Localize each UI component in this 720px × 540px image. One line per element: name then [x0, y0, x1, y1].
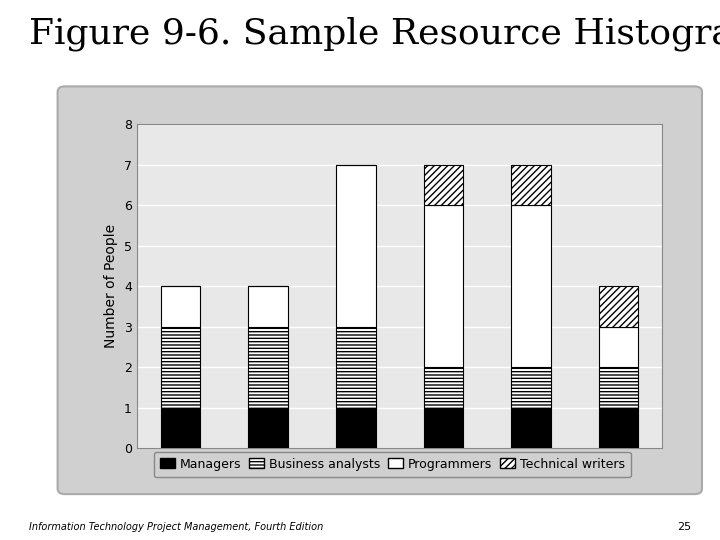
Text: Figure 9-6. Sample Resource Histogram: Figure 9-6. Sample Resource Histogram — [29, 16, 720, 51]
Text: Information Technology Project Management, Fourth Edition: Information Technology Project Managemen… — [29, 522, 323, 532]
Text: 25: 25 — [677, 522, 691, 532]
Bar — [599, 286, 639, 327]
Bar — [511, 367, 551, 408]
Bar — [423, 408, 463, 448]
Bar — [248, 327, 288, 408]
Bar — [161, 408, 200, 448]
Bar — [161, 327, 200, 408]
Bar — [511, 165, 551, 205]
Bar — [161, 286, 200, 327]
Bar — [599, 367, 639, 408]
Bar — [248, 286, 288, 327]
Bar — [336, 165, 376, 327]
Bar — [248, 408, 288, 448]
Bar — [336, 327, 376, 408]
Bar — [423, 165, 463, 205]
Bar — [423, 367, 463, 408]
Bar — [336, 408, 376, 448]
Bar — [511, 408, 551, 448]
Y-axis label: Number of People: Number of People — [104, 224, 118, 348]
Bar — [511, 205, 551, 367]
Bar — [599, 408, 639, 448]
Bar — [599, 327, 639, 367]
Legend: Managers, Business analysts, Programmers, Technical writers: Managers, Business analysts, Programmers… — [154, 451, 631, 477]
Bar — [423, 205, 463, 367]
